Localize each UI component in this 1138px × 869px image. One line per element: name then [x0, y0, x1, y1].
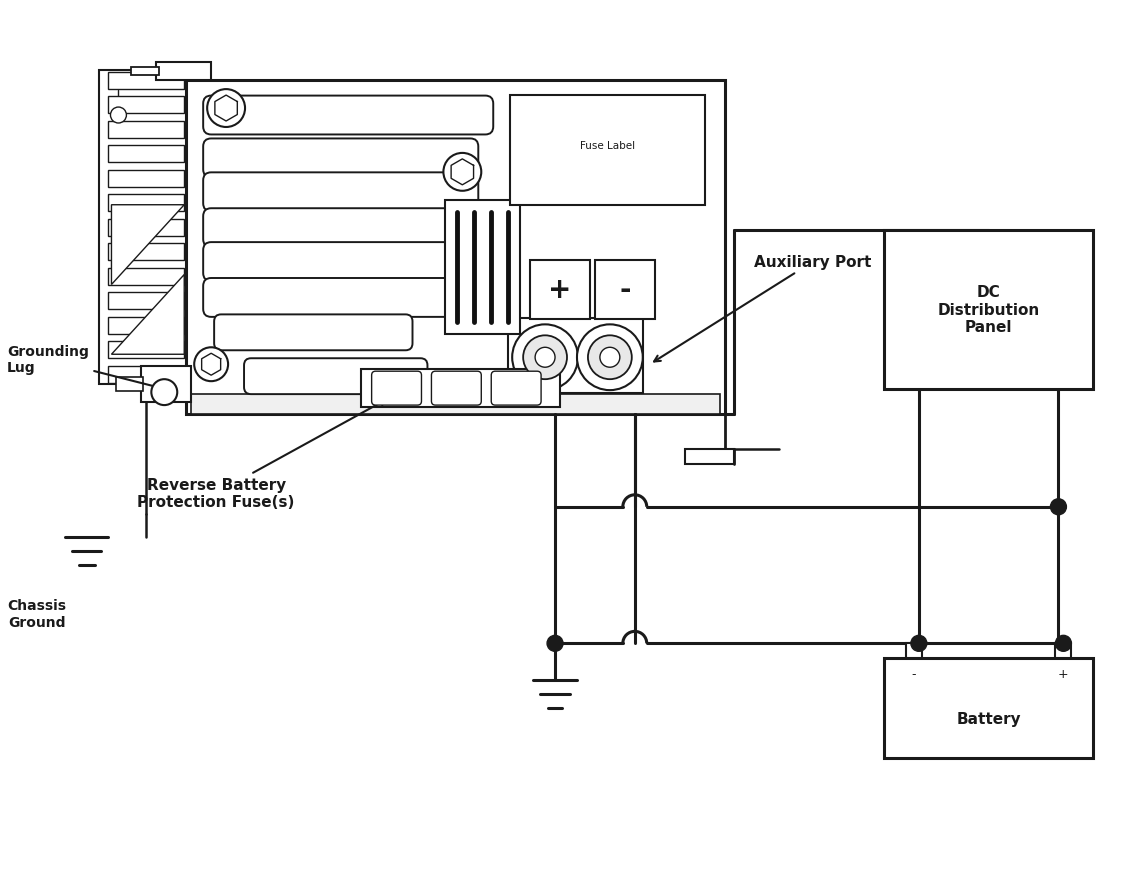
Bar	[108, 317, 184, 335]
Bar	[1055, 644, 1071, 659]
FancyBboxPatch shape	[214, 315, 412, 351]
Bar	[116, 378, 143, 392]
Circle shape	[600, 348, 620, 368]
Bar	[445, 201, 520, 335]
Circle shape	[512, 325, 578, 391]
Bar	[108, 72, 184, 90]
FancyBboxPatch shape	[372, 372, 421, 406]
Circle shape	[535, 348, 555, 368]
FancyBboxPatch shape	[204, 96, 493, 136]
FancyBboxPatch shape	[204, 139, 478, 178]
Circle shape	[547, 635, 563, 652]
Bar	[108, 244, 184, 261]
Text: Fuse Label: Fuse Label	[580, 141, 635, 150]
Bar	[884, 230, 1094, 389]
Bar	[510, 96, 704, 205]
Text: Chassis
Ground: Chassis Ground	[7, 599, 66, 629]
Bar	[156, 63, 212, 81]
Text: -: -	[912, 667, 916, 680]
FancyBboxPatch shape	[204, 209, 478, 248]
Bar	[141, 367, 191, 402]
Bar	[108, 146, 184, 163]
FancyBboxPatch shape	[492, 372, 541, 406]
Bar	[108, 195, 184, 212]
Bar	[530, 260, 589, 320]
Bar	[131, 68, 159, 76]
Bar	[906, 644, 922, 659]
Bar	[108, 366, 184, 383]
Bar	[191, 395, 719, 415]
Circle shape	[1055, 635, 1071, 652]
Circle shape	[207, 90, 245, 128]
FancyBboxPatch shape	[244, 359, 428, 395]
Bar	[108, 293, 184, 310]
Bar	[595, 260, 654, 320]
Text: Auxiliary Port: Auxiliary Port	[654, 255, 872, 362]
Circle shape	[195, 348, 228, 381]
FancyBboxPatch shape	[204, 242, 478, 282]
Bar	[187, 81, 725, 415]
Circle shape	[1050, 499, 1066, 515]
Text: +: +	[1058, 667, 1069, 680]
Bar	[884, 659, 1094, 758]
Bar	[108, 219, 184, 236]
FancyBboxPatch shape	[431, 372, 481, 406]
Bar	[108, 170, 184, 188]
Circle shape	[910, 635, 926, 652]
Bar	[108, 122, 184, 138]
Bar	[361, 370, 560, 408]
Text: Reverse Battery
Protection Fuse(s): Reverse Battery Protection Fuse(s)	[138, 400, 386, 510]
Circle shape	[523, 336, 567, 380]
Polygon shape	[112, 205, 184, 285]
Text: +: +	[549, 276, 571, 304]
Bar	[685, 449, 734, 464]
Bar	[108, 269, 184, 285]
Bar	[108, 342, 184, 359]
Circle shape	[110, 108, 126, 124]
FancyBboxPatch shape	[204, 279, 478, 317]
Bar	[99, 71, 187, 385]
Bar	[108, 97, 184, 114]
Polygon shape	[112, 275, 184, 355]
Text: -: -	[619, 276, 630, 304]
Circle shape	[444, 154, 481, 191]
Circle shape	[577, 325, 643, 391]
Text: DC
Distribution
Panel: DC Distribution Panel	[938, 285, 1040, 335]
Bar	[509, 319, 643, 394]
Circle shape	[588, 336, 632, 380]
Text: Grounding
Lug: Grounding Lug	[7, 345, 172, 393]
Circle shape	[151, 380, 178, 406]
FancyBboxPatch shape	[204, 173, 478, 212]
Text: Battery: Battery	[956, 711, 1021, 726]
